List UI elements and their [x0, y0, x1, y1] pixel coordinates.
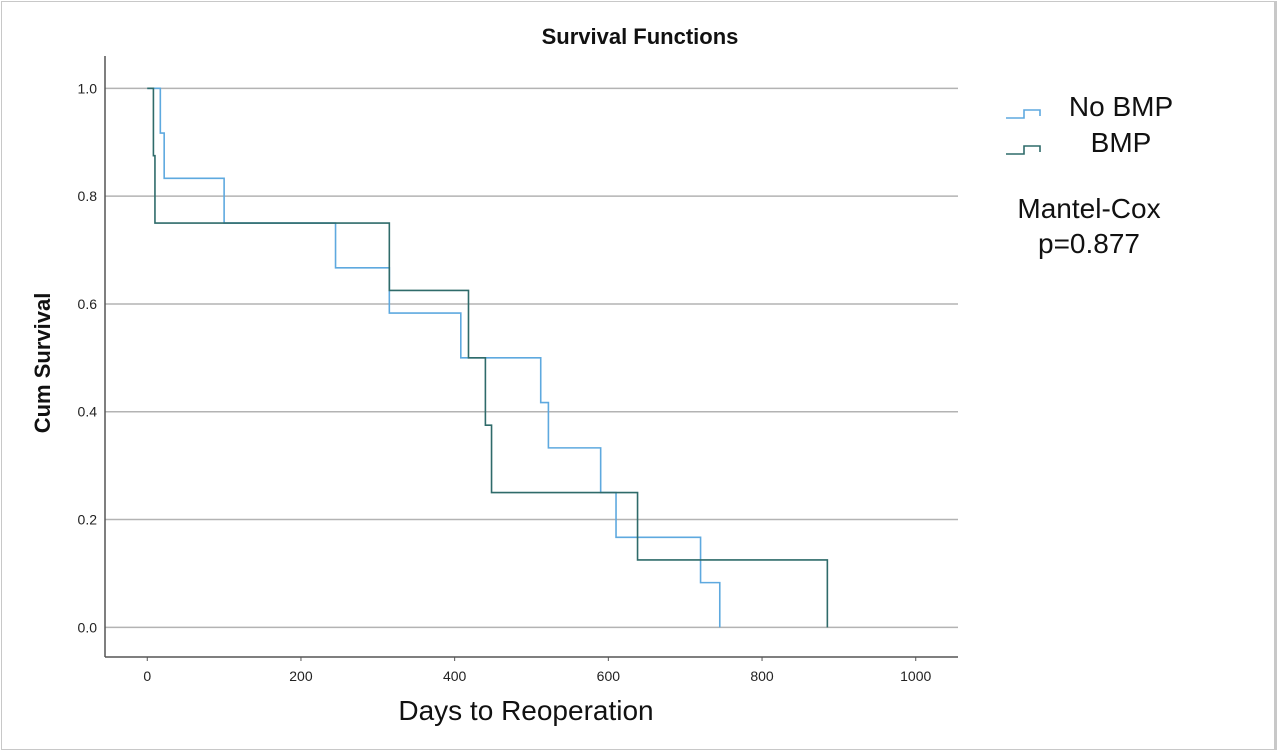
- x-axis-label: Days to Reoperation: [398, 695, 653, 726]
- y-tick-label: 0.2: [78, 512, 98, 528]
- legend: No BMP BMP: [1006, 91, 1173, 158]
- legend-swatch: [1006, 109, 1041, 119]
- series-line-bmp: [147, 87, 829, 628]
- chart-title: Survival Functions: [542, 24, 739, 49]
- legend-label: No BMP: [1069, 91, 1173, 122]
- grid-lines: [105, 87, 958, 629]
- series-line-no-bmp: [147, 87, 721, 628]
- y-tick-label: 0.6: [78, 296, 98, 312]
- legend-label: BMP: [1091, 127, 1152, 158]
- series-group: [147, 87, 829, 628]
- y-tick-label: 0.8: [78, 188, 98, 204]
- y-tick-label: 0.4: [78, 404, 98, 420]
- x-tick-label: 0: [143, 668, 151, 684]
- p-value: p=0.877: [1038, 228, 1140, 259]
- x-tick-label: 1000: [900, 668, 931, 684]
- legend-swatch: [1006, 145, 1041, 155]
- tick-labels: 0.0 0.2 0.4 0.6 0.8 1.0 0 200 400 600 800 1000: [78, 80, 932, 684]
- x-tick-label: 400: [443, 668, 467, 684]
- y-axis-label: Cum Survival: [30, 293, 55, 434]
- x-tick-label: 800: [750, 668, 774, 684]
- x-tick-label: 600: [597, 668, 621, 684]
- axes: [104, 56, 958, 661]
- test-name: Mantel-Cox: [1017, 193, 1160, 224]
- x-tick-label: 200: [289, 668, 313, 684]
- y-tick-label: 1.0: [78, 80, 98, 96]
- y-tick-label: 0.0: [78, 619, 98, 635]
